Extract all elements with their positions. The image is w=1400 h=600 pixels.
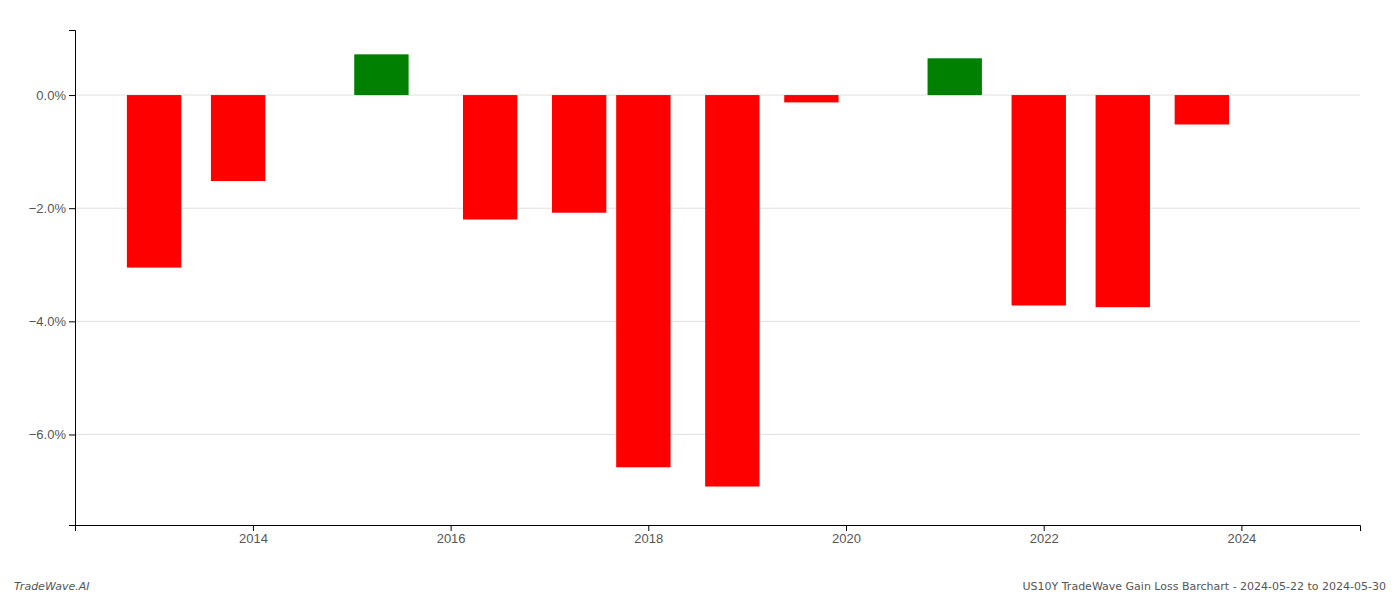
y-axis-line xyxy=(69,31,76,526)
footer-left: TradeWave.AI xyxy=(14,580,89,593)
bar xyxy=(552,95,606,213)
y-tick: −4.0% xyxy=(29,314,75,329)
x-tick: 2016 xyxy=(437,525,466,546)
x-tick-label: 2020 xyxy=(832,531,861,546)
x-tick-label: 2018 xyxy=(634,531,663,546)
bar xyxy=(127,95,181,268)
bar xyxy=(705,95,759,486)
bar xyxy=(928,58,982,95)
x-tick-mark xyxy=(846,525,847,531)
y-tick: −6.0% xyxy=(29,427,75,442)
footer-right: US10Y TradeWave Gain Loss Barchart - 202… xyxy=(1023,580,1386,593)
x-tick-label: 2014 xyxy=(239,531,268,546)
y-axis: 0.0% −2.0% −4.0% −6.0% xyxy=(29,31,76,526)
x-tick-mark xyxy=(451,525,452,531)
x-tick: 2018 xyxy=(634,525,663,546)
x-tick-mark xyxy=(648,525,649,531)
bars xyxy=(127,54,1229,486)
x-tick: 2020 xyxy=(832,525,861,546)
bar xyxy=(354,54,408,95)
y-tick-label: −4.0% xyxy=(29,314,67,329)
bar xyxy=(1175,95,1229,124)
y-tick-mark xyxy=(69,434,75,435)
bar xyxy=(784,95,838,102)
x-axis: 2014 2016 2018 2020 2022 2024 xyxy=(76,525,1361,546)
y-tick-label: −6.0% xyxy=(29,427,67,442)
x-tick-mark xyxy=(1241,525,1242,531)
bar xyxy=(1096,95,1150,307)
x-tick-mark xyxy=(253,525,254,531)
x-tick-label: 2024 xyxy=(1227,531,1256,546)
y-tick-mark xyxy=(69,208,75,209)
plot: 2014 2016 2018 2020 2022 2024 0.0% −2.0% −4.0% −6… xyxy=(29,31,1361,547)
y-tick-label: 0.0% xyxy=(36,88,66,103)
y-tick-mark xyxy=(69,95,75,96)
y-tick-mark xyxy=(69,321,75,322)
x-tick: 2024 xyxy=(1227,525,1256,546)
x-tick: 2022 xyxy=(1030,525,1059,546)
y-tick: 0.0% xyxy=(36,88,75,103)
bar xyxy=(1012,95,1066,305)
y-tick-label: −2.0% xyxy=(29,201,67,216)
y-tick: −2.0% xyxy=(29,201,75,216)
x-tick-label: 2016 xyxy=(437,531,466,546)
x-tick-mark xyxy=(1044,525,1045,531)
bar xyxy=(211,95,265,181)
chart: 2014 2016 2018 2020 2022 2024 0.0% −2.0% −4.0% −6… xyxy=(0,0,1400,600)
x-axis-line xyxy=(76,526,1361,532)
bar xyxy=(463,95,517,219)
bar xyxy=(616,95,670,467)
x-tick: 2014 xyxy=(239,525,268,546)
x-tick-label: 2022 xyxy=(1030,531,1059,546)
